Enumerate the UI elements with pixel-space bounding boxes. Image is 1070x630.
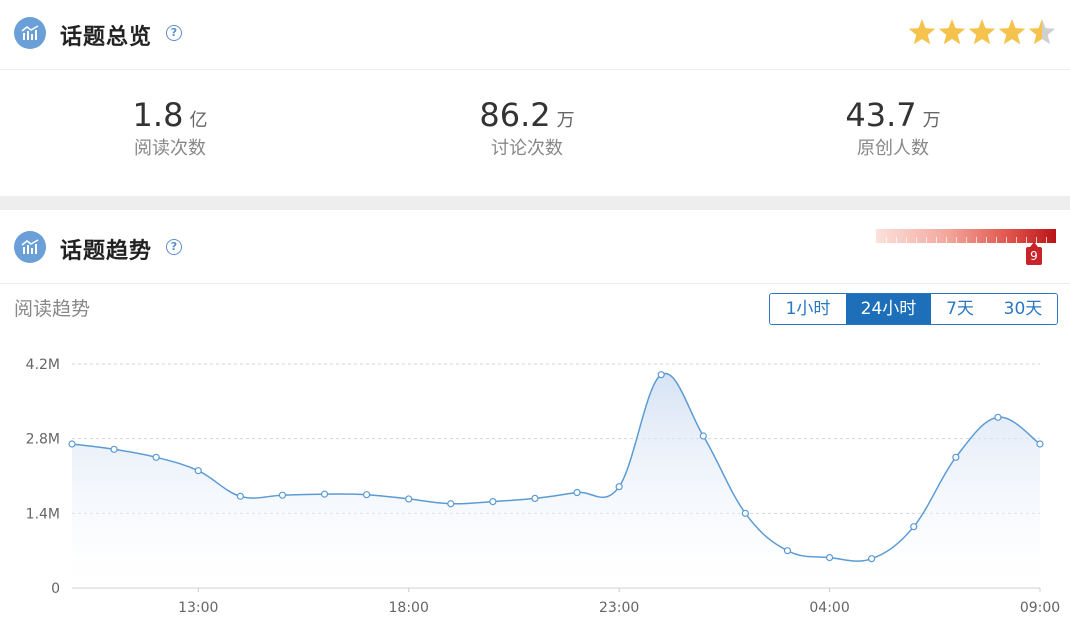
stat-unit: 万	[922, 110, 941, 131]
data-point[interactable]	[447, 500, 455, 508]
stat-label: 阅读次数	[134, 138, 206, 159]
heat-scale-tick	[886, 237, 887, 243]
series-area	[72, 373, 1040, 588]
range-24h-button[interactable]: 24小时	[846, 294, 931, 324]
page-title: 话题总览	[60, 25, 153, 50]
y-tick-label: 4.2M	[26, 357, 60, 373]
heat-scale-tick	[966, 237, 967, 243]
data-point[interactable]	[868, 555, 876, 563]
chart-icon	[14, 17, 46, 49]
data-point[interactable]	[110, 445, 118, 453]
data-point[interactable]	[236, 492, 244, 500]
read-trend-chart: 0 1.4M 2.8M 4.2M 13:00 18:00 23:00 04:00 09:00	[26, 357, 1061, 616]
heat-scale-tick	[1016, 237, 1017, 243]
star-icon	[998, 19, 1026, 45]
data-point[interactable]	[405, 495, 413, 503]
y-tick-label: 1.4M	[26, 506, 60, 522]
help-icon[interactable]: ?	[166, 25, 182, 41]
stat-original-count: 43.7 万 原创人数	[793, 96, 993, 160]
stat-unit: 万	[556, 110, 575, 131]
stat-value: 86.2	[479, 96, 551, 134]
data-point[interactable]	[952, 453, 960, 461]
heat-scale-tick	[986, 237, 987, 243]
y-tick-label: 0	[51, 581, 60, 597]
range-1h-button[interactable]: 1小时	[770, 294, 846, 324]
help-icon[interactable]: ?	[166, 239, 182, 255]
stat-unit: 亿	[189, 110, 208, 131]
range-30d-button[interactable]: 30天	[989, 294, 1057, 324]
data-point[interactable]	[994, 413, 1002, 421]
rating-stars	[908, 14, 1058, 50]
heat-scale-tick	[956, 237, 957, 243]
star-icon	[1028, 19, 1056, 45]
stat-value: 1.8	[132, 96, 184, 134]
data-point[interactable]	[783, 547, 792, 555]
x-tick-label: 18:00	[389, 600, 429, 616]
x-tick-label: 23:00	[599, 600, 639, 616]
heat-scale-tick	[1006, 237, 1007, 243]
section-title: 话题趋势	[60, 239, 153, 264]
heat-scale-tick	[936, 237, 937, 243]
heat-scale-tick	[906, 237, 907, 243]
data-point[interactable]	[657, 371, 665, 379]
stat-label: 讨论次数	[491, 138, 563, 159]
data-point[interactable]	[320, 490, 329, 498]
time-range-selector: 1小时 24小时 7天 30天	[769, 293, 1058, 325]
chart-subtitle: 阅读趋势	[14, 298, 91, 320]
stat-value: 43.7	[845, 96, 917, 134]
heat-scale-tick	[1026, 237, 1027, 243]
data-point[interactable]	[531, 494, 539, 502]
heat-scale-tick	[926, 237, 927, 243]
star-icon	[968, 19, 996, 45]
data-point[interactable]	[825, 554, 834, 562]
heat-scale-tick	[996, 237, 997, 243]
data-point[interactable]	[152, 453, 160, 461]
heat-scale-tick	[946, 237, 947, 243]
star-icon	[938, 19, 966, 45]
heat-scale-tick	[976, 237, 977, 243]
data-point[interactable]	[615, 483, 623, 491]
y-tick-label: 2.8M	[26, 432, 60, 448]
stat-label: 原创人数	[857, 138, 929, 159]
star-icon	[908, 19, 936, 45]
divider	[0, 69, 1070, 70]
stat-read-count: 1.8 亿 阅读次数	[70, 96, 270, 160]
heat-level-marker: 9	[1026, 242, 1042, 265]
heat-scale-tick	[916, 237, 917, 243]
data-point[interactable]	[68, 440, 76, 448]
data-point[interactable]	[741, 509, 749, 517]
x-tick-label: 04:00	[809, 600, 849, 616]
x-tick-label: 09:00	[1020, 600, 1060, 616]
x-tick-label: 13:00	[178, 600, 218, 616]
data-point[interactable]	[699, 432, 707, 440]
range-7d-button[interactable]: 7天	[931, 294, 989, 324]
heat-scale-tick	[896, 237, 897, 243]
divider	[0, 283, 1070, 284]
heat-scale-tick	[1036, 237, 1037, 243]
chart-icon	[14, 231, 46, 263]
heat-scale-bar	[876, 229, 1056, 243]
heat-scale-tick	[1046, 237, 1047, 243]
trend-header: 话题趋势 ?	[0, 212, 1070, 280]
data-point[interactable]	[363, 491, 371, 499]
data-point[interactable]	[489, 498, 497, 506]
data-point[interactable]	[573, 488, 581, 497]
data-point[interactable]	[278, 491, 287, 499]
stat-discussion-count: 86.2 万 讨论次数	[427, 96, 627, 160]
data-point[interactable]	[910, 523, 918, 531]
data-point[interactable]	[194, 467, 202, 475]
overview-header: 话题总览 ?	[0, 0, 1070, 68]
section-separator	[0, 196, 1070, 210]
data-point[interactable]	[1036, 440, 1044, 448]
